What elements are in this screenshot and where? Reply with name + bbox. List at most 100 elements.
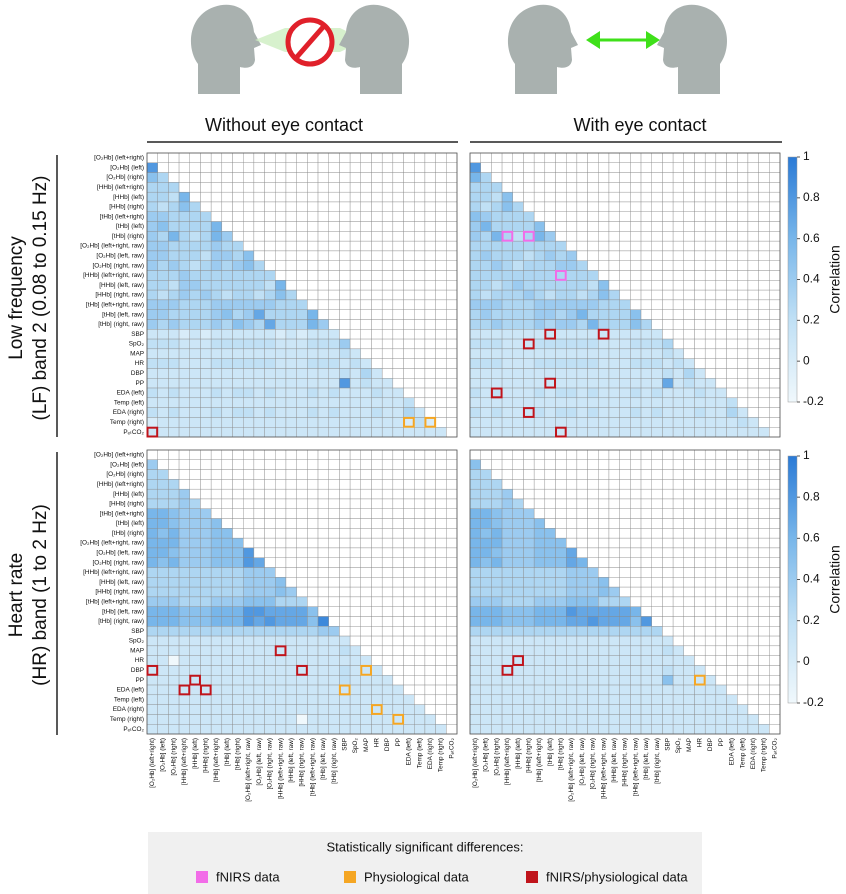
empty-cell — [264, 152, 276, 163]
empty-cell — [381, 586, 394, 598]
empty-cell — [555, 449, 567, 460]
heatmap-cell — [587, 309, 599, 320]
heatmap-cell — [232, 397, 244, 408]
row-label: [O₂Hb] (left) — [110, 461, 144, 468]
heatmap-cell — [480, 547, 492, 558]
empty-cell — [371, 459, 383, 470]
empty-cell — [392, 596, 404, 607]
empty-cell — [339, 240, 351, 252]
empty-cell — [715, 508, 727, 519]
heatmap-cell — [243, 387, 255, 399]
heatmap-cell — [232, 577, 244, 588]
heatmap-cell — [523, 586, 535, 598]
heatmap-cell — [253, 397, 265, 408]
row-label: [HHb] (left) — [113, 194, 144, 201]
heatmap-cell — [480, 567, 492, 578]
empty-cell — [414, 596, 426, 607]
heatmap-cell — [339, 635, 351, 647]
heatmap-cell — [307, 309, 319, 320]
heatmap-cell — [146, 596, 158, 607]
heatmap-cell — [146, 407, 158, 418]
empty-cell — [403, 449, 415, 460]
empty-cell — [747, 469, 759, 480]
empty-cell — [555, 152, 567, 163]
heatmap-cell — [157, 191, 169, 203]
empty-cell — [253, 528, 265, 539]
empty-cell — [544, 191, 556, 203]
empty-cell — [747, 518, 759, 529]
empty-cell — [662, 260, 674, 271]
empty-cell — [630, 270, 642, 281]
heatmap-cell — [491, 616, 503, 627]
heatmap-cell — [662, 684, 674, 696]
empty-cell — [737, 397, 749, 408]
empty-cell — [715, 172, 727, 183]
heatmap-cell — [501, 567, 513, 578]
empty-cell — [200, 191, 212, 203]
heatmap-cell — [576, 704, 588, 715]
heatmap-cell — [307, 665, 319, 676]
heatmap-cell — [414, 704, 426, 715]
heatmap-cell — [296, 378, 308, 389]
heatmap-cell — [296, 417, 308, 428]
heatmap-cell — [576, 645, 588, 656]
icon-contact — [507, 4, 728, 95]
heatmap-cell — [619, 329, 631, 340]
heatmap-cell — [381, 675, 394, 686]
empty-cell — [243, 469, 255, 480]
heatmap-cell — [243, 319, 255, 330]
empty-cell — [726, 635, 738, 647]
empty-cell — [769, 191, 781, 203]
empty-cell — [392, 518, 404, 529]
empty-cell — [349, 518, 361, 529]
column-label: [tHb] (left) — [224, 738, 231, 766]
heatmap-cell — [349, 407, 361, 418]
heatmap-cell — [200, 537, 212, 549]
empty-cell — [360, 577, 372, 588]
heatmap-cell — [555, 358, 567, 369]
heatmap-cell — [501, 378, 513, 389]
heatmap-cell — [566, 358, 578, 369]
heatmap-cell — [221, 338, 233, 350]
heatmap-cell — [146, 348, 158, 359]
row-label: [HHb] (left+right) — [97, 481, 144, 488]
empty-cell — [704, 449, 717, 460]
heatmap-cell — [360, 387, 372, 399]
empty-cell — [414, 397, 426, 408]
heatmap-cell — [587, 724, 599, 735]
heatmap-cell — [587, 299, 599, 310]
empty-cell — [587, 162, 599, 173]
empty-cell — [758, 626, 770, 637]
empty-cell — [683, 172, 695, 183]
empty-cell — [339, 479, 351, 490]
heatmap-cell — [221, 626, 233, 637]
empty-cell — [608, 231, 620, 242]
heatmap-cell — [296, 338, 308, 350]
heatmap-cell — [576, 309, 588, 320]
empty-cell — [435, 459, 447, 470]
empty-cell — [480, 449, 492, 460]
heatmap-cell — [480, 427, 492, 438]
empty-cell — [435, 694, 447, 705]
empty-cell — [683, 182, 695, 193]
heatmap-cell — [576, 577, 588, 588]
empty-cell — [566, 221, 578, 232]
empty-cell — [210, 508, 223, 519]
empty-cell — [576, 508, 588, 519]
empty-cell — [403, 201, 415, 212]
empty-cell — [544, 488, 556, 500]
empty-cell — [630, 518, 642, 529]
heatmap-cell — [566, 704, 578, 715]
empty-cell — [414, 665, 426, 676]
heatmap-cell — [608, 309, 620, 320]
empty-cell — [715, 329, 727, 340]
column-label: SpO₂ — [352, 737, 359, 753]
heatmap-cell — [576, 289, 588, 301]
heatmap-cell — [566, 299, 578, 310]
empty-cell — [715, 645, 727, 656]
empty-cell — [758, 407, 770, 418]
empty-cell — [662, 596, 674, 607]
heatmap-cell — [523, 606, 535, 617]
heatmap-cell — [221, 694, 233, 705]
heatmap-cell — [619, 724, 631, 735]
